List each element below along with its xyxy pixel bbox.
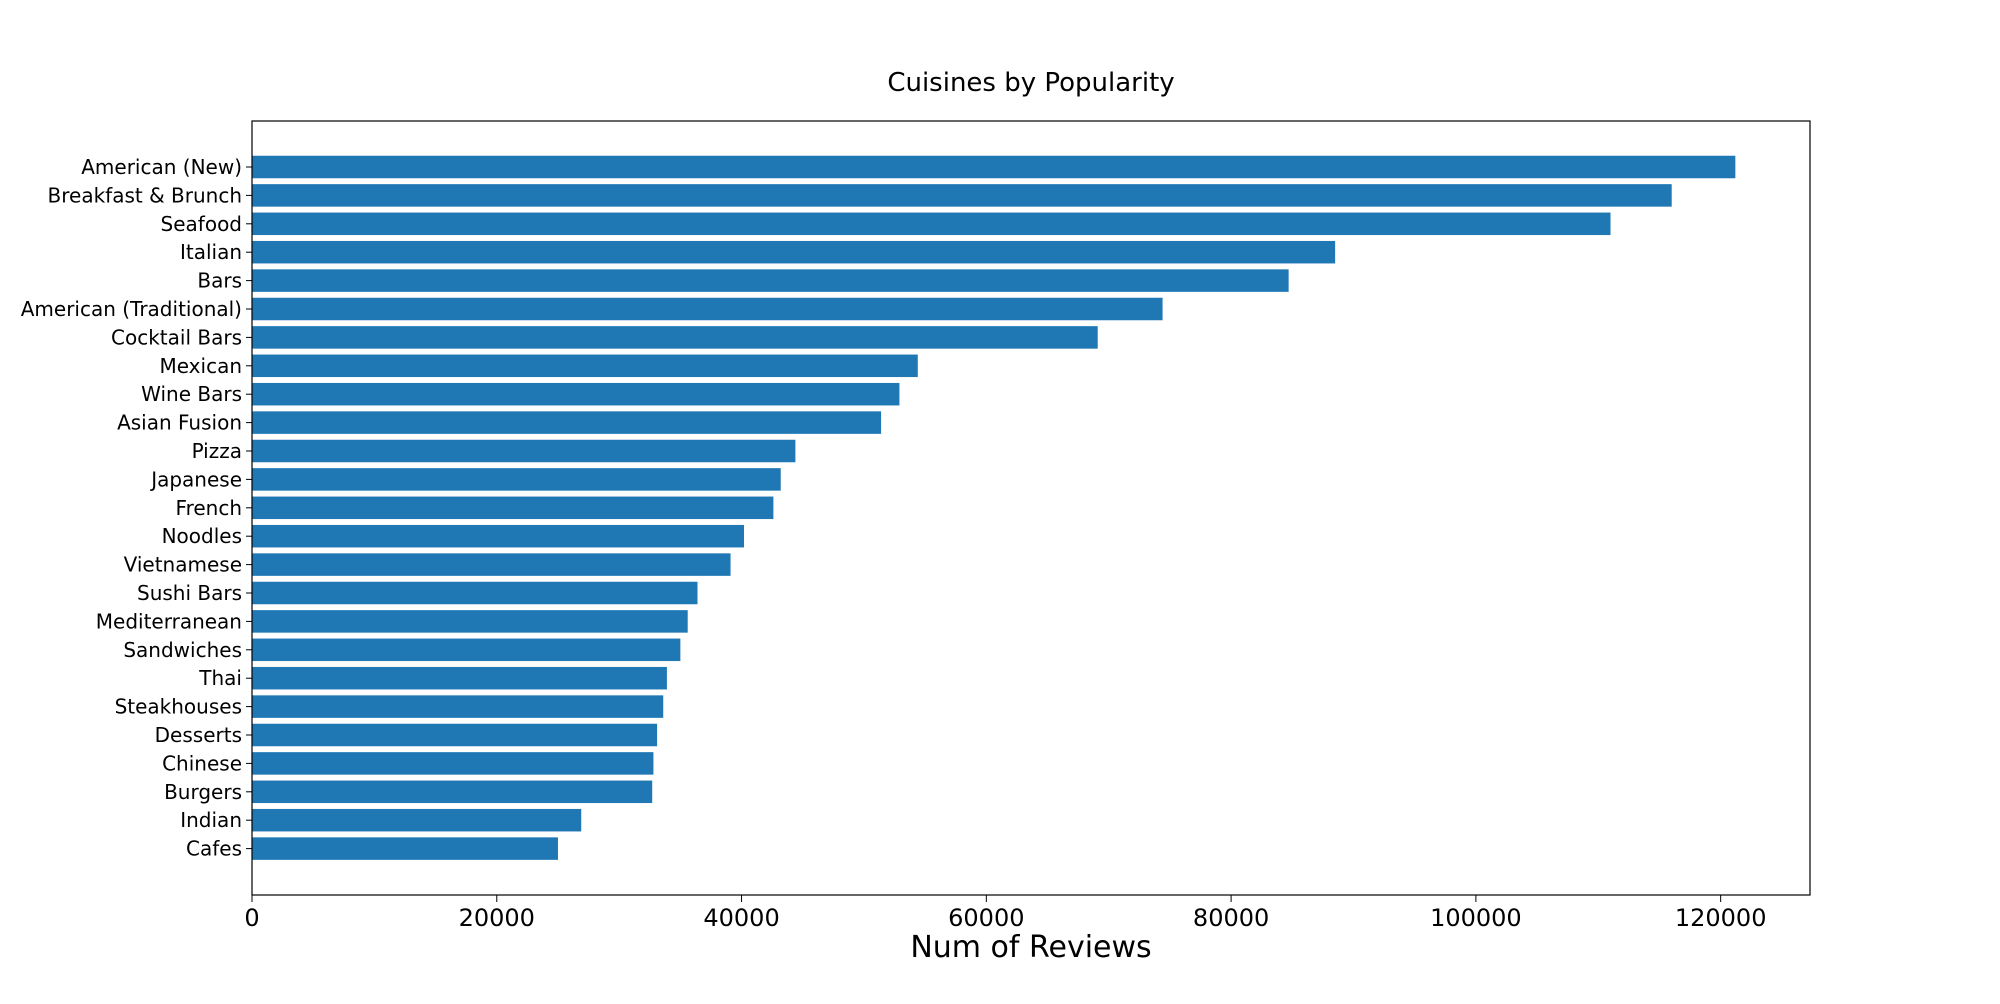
x-tick-label: 100000 — [1430, 904, 1522, 932]
bar — [252, 808, 582, 832]
bar — [252, 553, 731, 576]
category-label: Sandwiches — [123, 638, 242, 662]
category-label: Noodles — [162, 524, 242, 548]
chart-title: Cuisines by Popularity — [887, 68, 1174, 98]
x-axis-label: Num of Reviews — [910, 930, 1151, 965]
bar — [252, 212, 1611, 236]
bar — [252, 723, 658, 747]
bar — [252, 155, 1736, 179]
category-label: Mediterranean — [96, 609, 242, 633]
bar — [252, 354, 918, 378]
x-tick-label: 40000 — [703, 904, 779, 932]
bar — [252, 780, 653, 804]
bar — [252, 638, 681, 662]
bar — [252, 610, 688, 633]
bar — [252, 524, 744, 548]
bar — [252, 468, 781, 491]
bar — [252, 439, 796, 463]
category-label: American (New) — [81, 155, 242, 179]
category-label: Cocktail Bars — [111, 325, 242, 349]
x-tick-label: 60000 — [948, 904, 1024, 932]
category-label: Bars — [197, 269, 242, 293]
bar — [252, 240, 1336, 264]
bar — [252, 269, 1289, 292]
bar — [252, 184, 1672, 207]
bar — [252, 695, 664, 718]
category-label: Asian Fusion — [117, 411, 242, 435]
category-label: Breakfast & Brunch — [48, 183, 242, 207]
x-tick-label: 0 — [244, 904, 259, 932]
category-label: Seafood — [161, 212, 242, 236]
bar — [252, 752, 654, 775]
bar — [252, 666, 667, 690]
bar — [252, 411, 882, 434]
category-label: Mexican — [159, 354, 242, 378]
category-label: Indian — [180, 808, 242, 832]
bar — [252, 326, 1098, 349]
category-label: Thai — [198, 666, 242, 690]
plot-frame — [251, 120, 1811, 896]
category-label: Chinese — [162, 751, 242, 775]
category-label: Cafes — [186, 837, 242, 861]
x-tick-label: 20000 — [459, 904, 535, 932]
bar — [252, 382, 900, 406]
x-axis-ticks: 0 20000 40000 60000 80000 100000 120000 — [244, 895, 1766, 932]
category-label: French — [176, 496, 242, 520]
category-label: Steakhouses — [115, 695, 242, 719]
bar — [252, 581, 698, 605]
category-label: Japanese — [149, 467, 242, 491]
bars-group — [252, 155, 1736, 860]
category-label: American (Traditional) — [21, 297, 242, 321]
category-label: Desserts — [155, 723, 242, 747]
bar — [252, 297, 1163, 321]
category-label: Sushi Bars — [137, 581, 242, 605]
category-label: Italian — [180, 240, 242, 264]
category-label: Vietnamese — [124, 553, 242, 577]
category-label: Wine Bars — [141, 382, 242, 406]
category-label: Pizza — [192, 439, 242, 463]
category-labels: American (New) Breakfast & Brunch Seafood I… — [21, 155, 252, 861]
category-label: Burgers — [164, 780, 242, 804]
x-tick-label: 120000 — [1675, 904, 1767, 932]
bar — [252, 496, 774, 520]
bar — [252, 837, 558, 860]
x-tick-label: 80000 — [1193, 904, 1269, 932]
